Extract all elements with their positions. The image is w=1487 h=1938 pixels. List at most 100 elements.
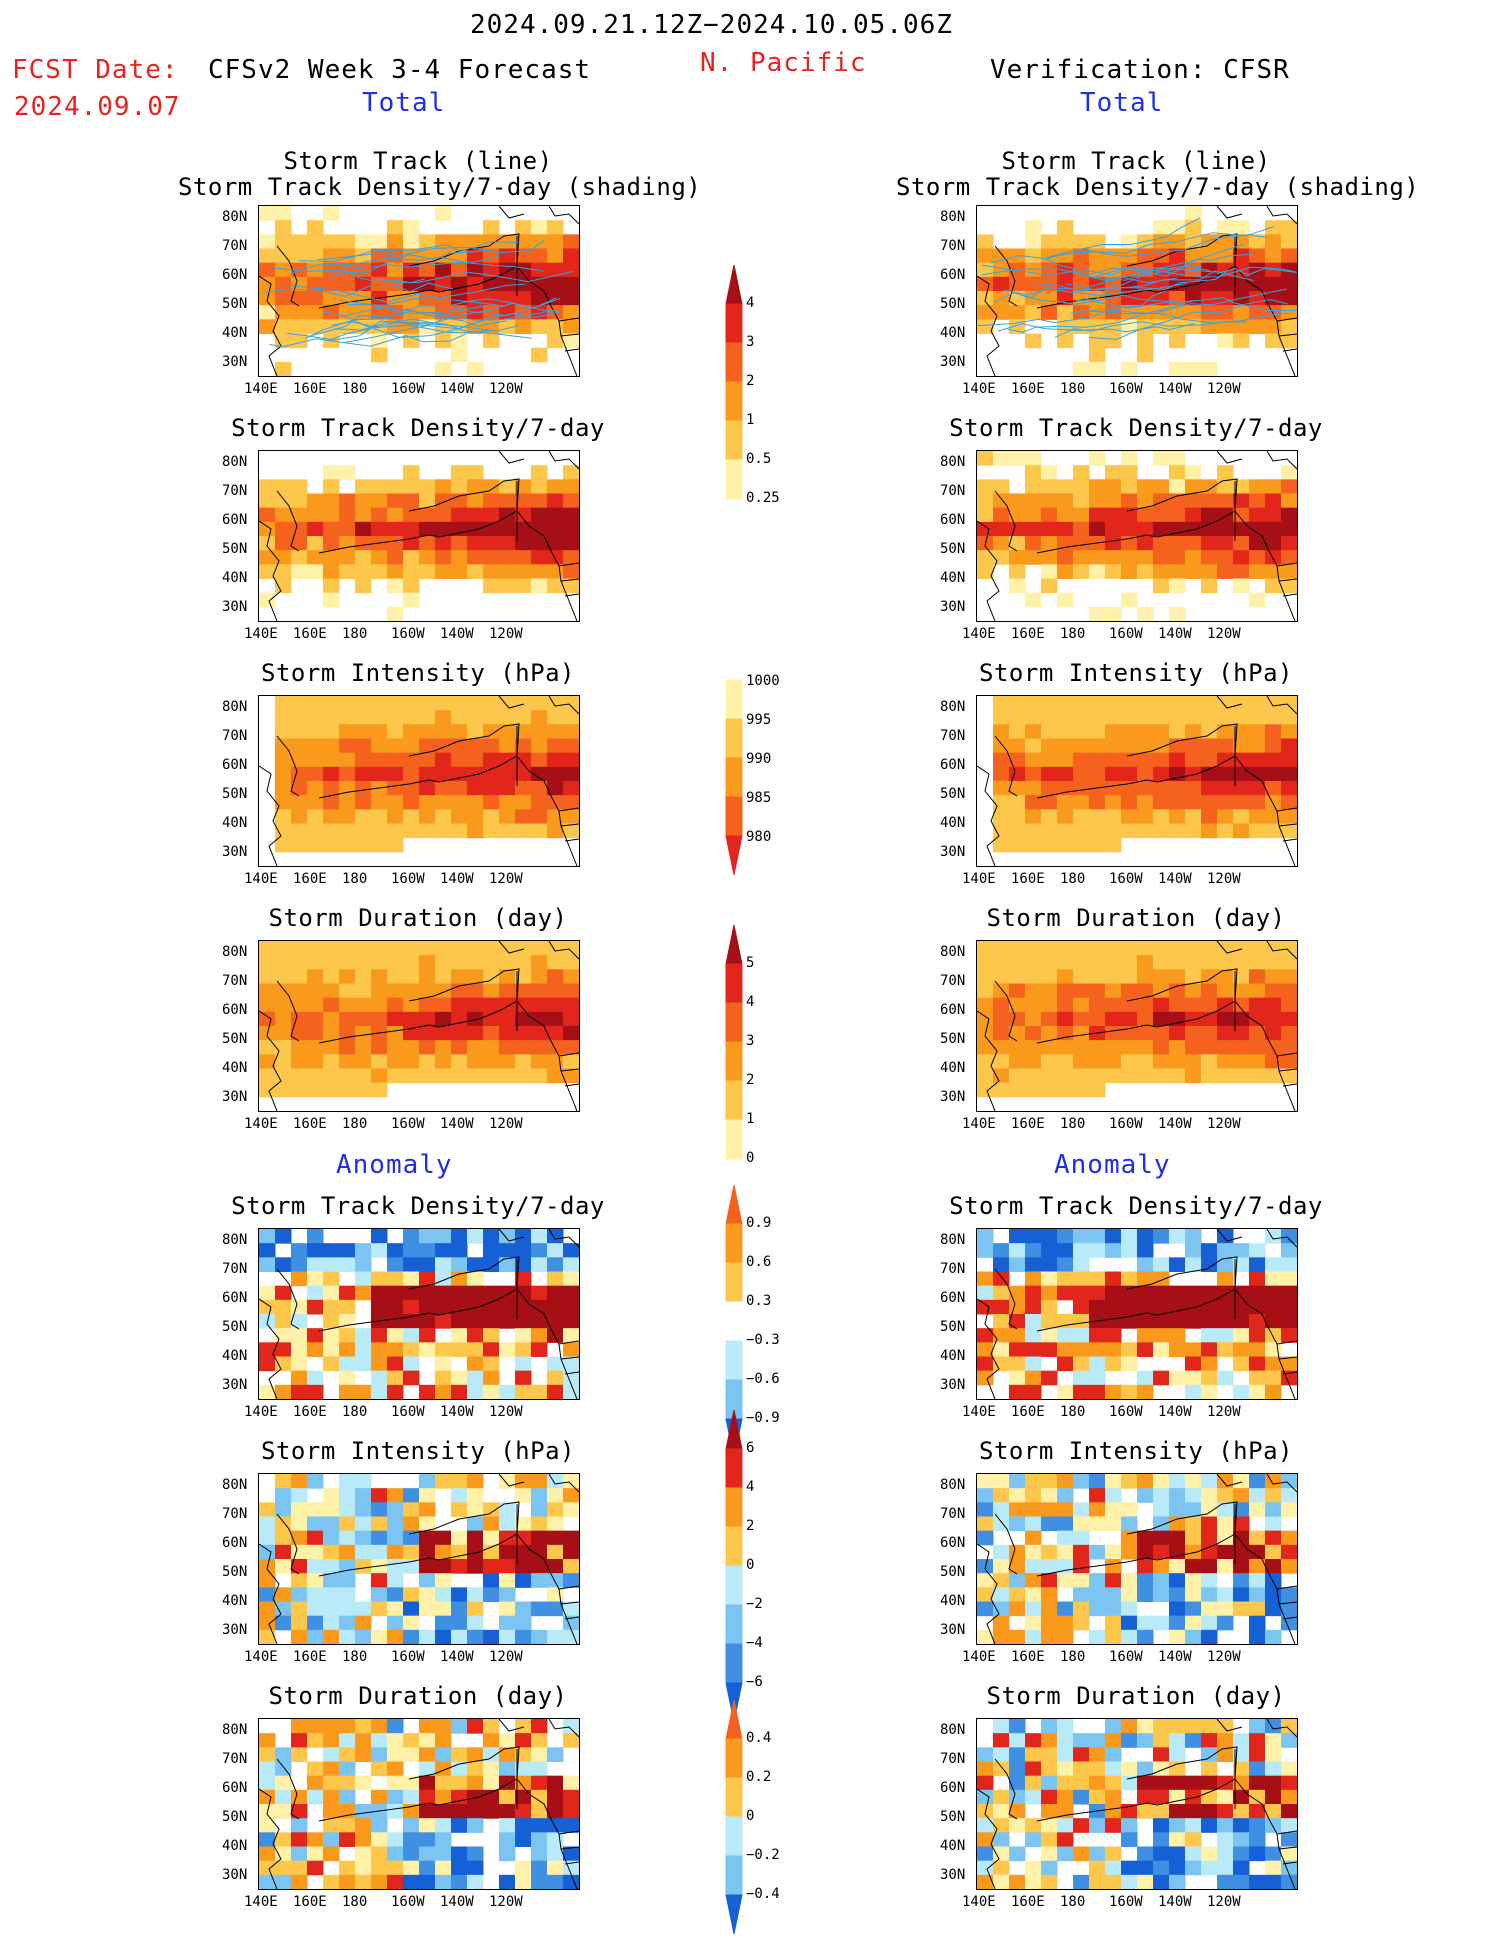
anomaly-left-label: Anomaly	[336, 1150, 453, 1180]
lon-label: 160E	[293, 871, 327, 887]
lon-label: 160W	[1109, 381, 1143, 397]
lat-label: 60N	[940, 1290, 966, 1306]
lat-label: 40N	[940, 1348, 966, 1364]
lon-label: 120W	[1207, 626, 1241, 642]
lon-label: 180	[1060, 626, 1086, 642]
lon-label: 160E	[1011, 1649, 1045, 1665]
lon-label: 180	[1060, 871, 1086, 887]
colorbar-label: −4	[746, 1635, 763, 1651]
lon-label: 140W	[440, 1649, 474, 1665]
lat-label: 50N	[222, 296, 248, 312]
panel-title-track-line: Storm Track (line)	[283, 147, 553, 175]
lat-label: 40N	[940, 325, 966, 341]
lon-label: 160W	[1109, 1404, 1143, 1420]
lat-label: 60N	[222, 757, 248, 773]
colorbar-duration	[725, 924, 743, 1160]
lat-label: 40N	[940, 1838, 966, 1854]
lat-label: 40N	[222, 1060, 248, 1076]
lon-label: 140E	[962, 1116, 996, 1132]
lat-label: 30N	[940, 1377, 966, 1393]
lat-label: 40N	[940, 1060, 966, 1076]
lon-label: 160W	[391, 1404, 425, 1420]
lat-label: 50N	[940, 1031, 966, 1047]
lon-label: 120W	[1207, 871, 1241, 887]
panel-title-track-density: Storm Track Density/7-day	[949, 414, 1323, 442]
colorbar-label: −6	[746, 1674, 763, 1690]
lon-label: 140E	[244, 1404, 278, 1420]
lon-label: 120W	[1207, 1649, 1241, 1665]
verification-map-6	[976, 1718, 1298, 1890]
lon-label: 120W	[489, 1116, 523, 1132]
lon-label: 160W	[391, 871, 425, 887]
verification-map-3	[976, 940, 1298, 1112]
lon-label: 140E	[962, 871, 996, 887]
lon-label: 140W	[1158, 626, 1192, 642]
colorbar-label: 985	[746, 790, 772, 806]
lon-label: 160W	[1109, 1894, 1143, 1910]
lat-label: 70N	[222, 728, 248, 744]
lat-label: 70N	[940, 483, 966, 499]
lon-label: 140E	[962, 1894, 996, 1910]
colorbar-label: 0	[746, 1150, 755, 1166]
lon-label: 140E	[962, 1649, 996, 1665]
verification-map-4	[976, 1228, 1298, 1400]
lat-label: 30N	[222, 599, 248, 615]
forecast-map-5	[258, 1473, 580, 1645]
lat-label: 80N	[222, 454, 248, 470]
lat-label: 50N	[940, 786, 966, 802]
colorbar-label: −0.3	[746, 1332, 780, 1348]
lon-label: 180	[1060, 1116, 1086, 1132]
lon-label: 160E	[1011, 871, 1045, 887]
colorbar-label: 0.9	[746, 1215, 772, 1231]
lat-label: 60N	[940, 1002, 966, 1018]
lon-label: 160W	[391, 626, 425, 642]
panel-title-intensity: Storm Intensity (hPa)	[979, 1437, 1293, 1465]
lon-label: 140W	[1158, 1116, 1192, 1132]
colorbar-label: −0.6	[746, 1371, 780, 1387]
lat-label: 50N	[222, 1319, 248, 1335]
lon-label: 160E	[1011, 626, 1045, 642]
lat-label: 70N	[222, 1506, 248, 1522]
lat-label: 80N	[222, 1232, 248, 1248]
colorbar-density	[725, 264, 743, 500]
lat-label: 30N	[222, 354, 248, 370]
lat-label: 70N	[222, 238, 248, 254]
lon-label: 160W	[391, 1894, 425, 1910]
lat-label: 40N	[940, 570, 966, 586]
panel-title-track-density: Storm Track Density/7-day	[231, 1192, 605, 1220]
lon-label: 140W	[1158, 381, 1192, 397]
forecast-map-4	[258, 1228, 580, 1400]
lon-label: 120W	[1207, 381, 1241, 397]
panel-title-duration: Storm Duration (day)	[986, 904, 1286, 932]
lat-label: 60N	[222, 1290, 248, 1306]
lon-label: 180	[342, 1404, 368, 1420]
lon-label: 140W	[1158, 1649, 1192, 1665]
lat-label: 60N	[940, 1535, 966, 1551]
colorbar-label: 990	[746, 751, 772, 767]
total-right-label: Total	[1080, 88, 1164, 118]
lat-label: 40N	[222, 1838, 248, 1854]
colorbar-label: 6	[746, 1440, 755, 1456]
lon-label: 140W	[440, 381, 474, 397]
lat-label: 70N	[940, 1261, 966, 1277]
lon-label: 160W	[1109, 1649, 1143, 1665]
lon-label: 180	[342, 1649, 368, 1665]
lon-label: 180	[1060, 1894, 1086, 1910]
lon-label: 140E	[244, 1649, 278, 1665]
model-title: CFSv2 Week 3-4 Forecast	[208, 55, 592, 85]
lon-label: 140W	[440, 1894, 474, 1910]
lat-label: 70N	[940, 1751, 966, 1767]
colorbar-label: 0.3	[746, 1293, 772, 1309]
colorbar-label: 0.5	[746, 451, 772, 467]
lon-label: 160W	[1109, 1116, 1143, 1132]
lon-label: 180	[342, 1116, 368, 1132]
lon-label: 140E	[962, 381, 996, 397]
lat-label: 40N	[940, 1593, 966, 1609]
lon-label: 140W	[440, 626, 474, 642]
colorbar-label: 980	[746, 829, 772, 845]
lat-label: 60N	[222, 1780, 248, 1796]
lat-label: 50N	[222, 786, 248, 802]
colorbar-label: 2	[746, 1518, 755, 1534]
verification-map-0	[976, 205, 1298, 377]
lon-label: 140W	[440, 871, 474, 887]
